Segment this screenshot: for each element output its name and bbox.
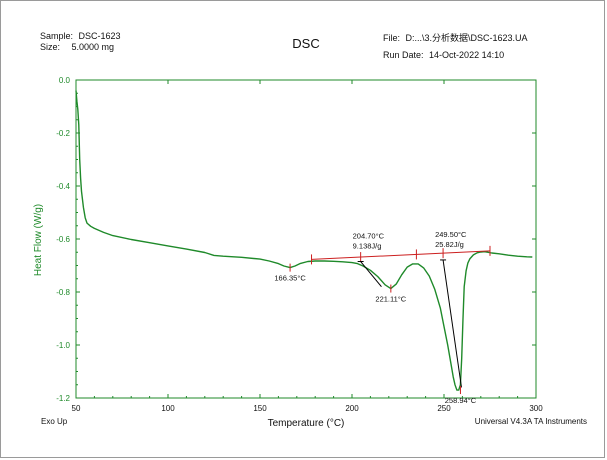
peak-temperature-label: 221.11°C	[375, 295, 406, 304]
onset-temperature-label: 204.70°C	[353, 232, 385, 241]
x-tick-label: 50	[72, 404, 81, 413]
onset-temperature-label: 249.50°C	[435, 230, 467, 239]
curve-layer	[75, 90, 533, 391]
enthalpy-label: 25.82J/g	[435, 240, 464, 249]
onset-tangent-line	[442, 259, 462, 388]
y-tick-label: -0.6	[56, 235, 70, 244]
x-axis-label: Temperature (°C)	[268, 418, 345, 429]
run-date-label: Run Date:	[383, 50, 424, 60]
file-info: File: D:...\3.分析数据\DSC-1623.UA	[383, 31, 528, 44]
software-label: Universal V4.3A TA Instruments	[475, 417, 587, 426]
size-label: Size:	[40, 42, 61, 52]
file-value: D:...\3.分析数据\DSC-1623.UA	[405, 33, 528, 43]
integration-baseline	[311, 250, 491, 260]
sample-info: Sample: DSC-1623	[40, 31, 121, 41]
size-info: Size: 5.0000 mg	[40, 42, 114, 52]
y-tick-label: -1.2	[56, 394, 70, 403]
x-tick-label: 250	[437, 404, 451, 413]
y-tick-label: -0.4	[56, 182, 70, 191]
run-date-info: Run Date: 14-Oct-2022 14:10	[383, 50, 504, 60]
y-tick-label: 0.0	[59, 76, 71, 85]
sample-value: DSC-1623	[78, 31, 121, 41]
x-tick-label: 200	[345, 404, 359, 413]
onset-tangent-line	[360, 261, 382, 288]
y-tick-label: -0.2	[56, 129, 70, 138]
run-date-value: 14-Oct-2022 14:10	[429, 50, 505, 60]
file-label: File:	[383, 33, 401, 43]
enthalpy-label: 9.138J/g	[353, 242, 382, 251]
x-tick-label: 150	[253, 404, 267, 413]
y-tick-label: -1.0	[56, 341, 70, 350]
y-tick-label: -0.8	[56, 288, 70, 297]
chart-title: DSC	[292, 36, 319, 51]
heat-flow-curve	[75, 90, 533, 391]
annotation-layer: 204.70°C9.138J/g 249.50°C25.82J/g 166.35°C…	[274, 230, 491, 405]
peak-temperature-label: 166.35°C	[274, 274, 306, 283]
x-tick-label: 300	[529, 404, 543, 413]
peak-temperature-label: 258.94°C	[445, 396, 477, 405]
size-value: 5.0000 mg	[71, 42, 115, 52]
plot-area-border	[75, 79, 537, 399]
x-tick-label: 100	[161, 404, 175, 413]
axes: 50 100 150 200 250 300 0.0 -0.2 -0.4 -0.6 -0.8 -1.0…	[56, 76, 543, 413]
sample-label: Sample:	[40, 31, 74, 41]
y-axis-label: Heat Flow (W/g)	[33, 204, 44, 276]
exo-up-label: Exo Up	[41, 417, 68, 426]
